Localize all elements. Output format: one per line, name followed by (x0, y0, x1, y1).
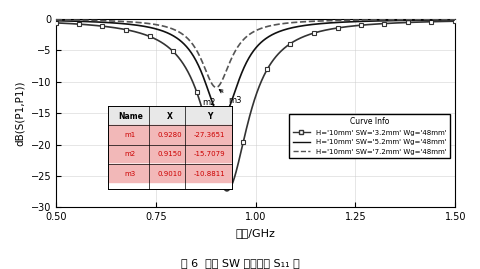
H='10mm' SW='7.2mm' Wg='48mm' (243, 35, 249, 38)
H='10mm' SW='3.2mm' Wg='48mm' (380, 22, 386, 25)
Text: m3: m3 (219, 90, 241, 105)
H='10mm' SW='5.2mm' Wg='48mm' (291, 26, 297, 29)
H='10mm' SW='3.2mm' Wg='48mm' (53, 21, 59, 24)
H='10mm' SW='7.2mm' Wg='48mm' (443, 18, 448, 21)
H='10mm' SW='7.2mm' Wg='48mm' (269, 24, 275, 27)
Line: H='10mm' SW='3.2mm' Wg='48mm': H='10mm' SW='3.2mm' Wg='48mm' (53, 19, 457, 193)
H='10mm' SW='5.2mm' Wg='48mm' (269, 33, 275, 36)
H='10mm' SW='7.2mm' Wg='48mm' (245, 33, 251, 36)
H='10mm' SW='5.2mm' Wg='48mm' (380, 19, 386, 22)
Text: m1: m1 (203, 168, 224, 188)
H='10mm' SW='5.2mm' Wg='48mm' (243, 61, 249, 64)
H='10mm' SW='3.2mm' Wg='48mm' (291, 40, 297, 43)
H='10mm' SW='5.2mm' Wg='48mm' (451, 18, 457, 22)
X-axis label: 频率/GHz: 频率/GHz (235, 228, 275, 238)
H='10mm' SW='5.2mm' Wg='48mm' (245, 56, 251, 60)
H='10mm' SW='5.2mm' Wg='48mm' (218, 116, 224, 119)
Legend: H='10mm' SW='3.2mm' Wg='48mm', H='10mm' SW='5.2mm' Wg='48mm', H='10mm' SW='7.2mm: H='10mm' SW='3.2mm' Wg='48mm', H='10mm' … (288, 114, 449, 158)
Y-axis label: dB(S(P1,P1)): dB(S(P1,P1)) (15, 80, 25, 146)
Line: H='10mm' SW='5.2mm' Wg='48mm': H='10mm' SW='5.2mm' Wg='48mm' (56, 20, 454, 118)
H='10mm' SW='3.2mm' Wg='48mm' (245, 118, 251, 121)
H='10mm' SW='7.2mm' Wg='48mm' (451, 18, 457, 21)
H='10mm' SW='5.2mm' Wg='48mm' (53, 19, 59, 22)
Text: m2: m2 (201, 98, 219, 115)
H='10mm' SW='7.2mm' Wg='48mm' (291, 21, 297, 24)
Line: H='10mm' SW='7.2mm' Wg='48mm': H='10mm' SW='7.2mm' Wg='48mm' (56, 19, 454, 87)
H='10mm' SW='7.2mm' Wg='48mm' (380, 18, 386, 22)
H='10mm' SW='3.2mm' Wg='48mm' (224, 189, 229, 193)
H='10mm' SW='3.2mm' Wg='48mm' (451, 20, 457, 23)
H='10mm' SW='3.2mm' Wg='48mm' (243, 127, 249, 130)
Text: 图 6  不同 SW 值对应的 S₁₁ 曲: 图 6 不同 SW 值对应的 S₁₁ 曲 (181, 258, 299, 268)
H='10mm' SW='3.2mm' Wg='48mm' (269, 59, 275, 62)
H='10mm' SW='5.2mm' Wg='48mm' (443, 18, 448, 22)
H='10mm' SW='3.2mm' Wg='48mm' (443, 20, 448, 23)
H='10mm' SW='7.2mm' Wg='48mm' (53, 18, 59, 22)
H='10mm' SW='7.2mm' Wg='48mm' (213, 86, 218, 89)
